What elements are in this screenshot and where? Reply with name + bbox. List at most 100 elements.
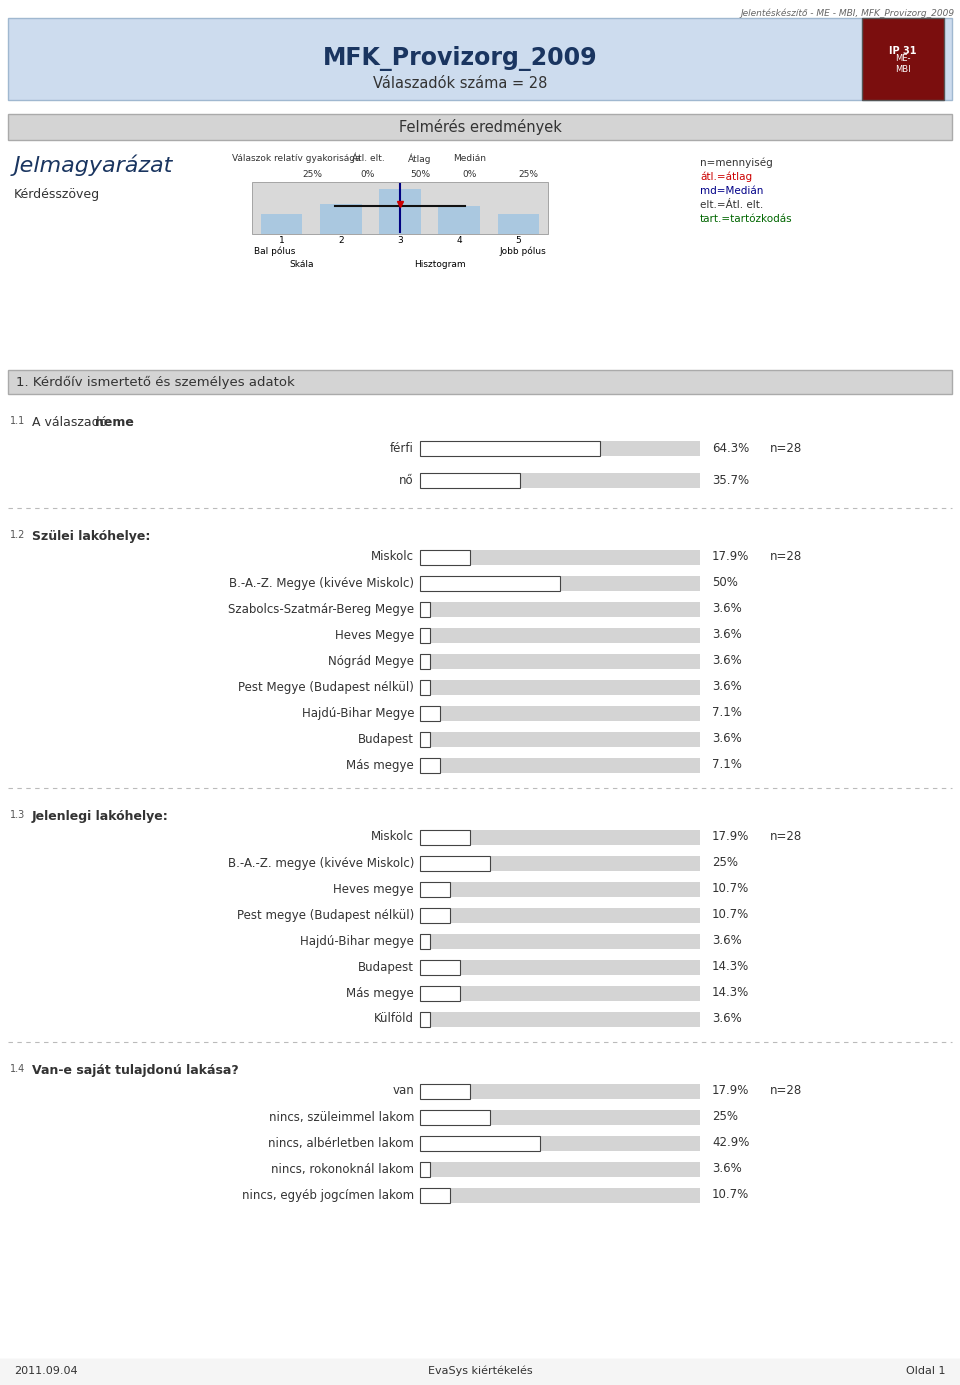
- Text: 0%: 0%: [463, 170, 477, 179]
- Text: IP 31: IP 31: [889, 46, 917, 55]
- Text: 25%: 25%: [712, 1111, 738, 1123]
- Bar: [439, 206, 480, 234]
- Bar: [0, 1359, 960, 1385]
- Text: 14.3%: 14.3%: [712, 986, 749, 1000]
- Bar: [420, 1136, 540, 1151]
- Text: 3.6%: 3.6%: [712, 602, 742, 615]
- Bar: [261, 215, 302, 234]
- Text: 10.7%: 10.7%: [712, 1188, 749, 1202]
- Bar: [420, 602, 430, 616]
- Bar: [420, 440, 700, 456]
- Bar: [420, 909, 450, 922]
- Text: 35.7%: 35.7%: [712, 474, 749, 486]
- Text: Budapest: Budapest: [358, 961, 414, 974]
- Bar: [420, 1136, 700, 1151]
- Text: 1.3: 1.3: [10, 810, 25, 820]
- Text: 3: 3: [397, 235, 403, 245]
- Text: 64.3%: 64.3%: [712, 442, 749, 454]
- Bar: [420, 627, 700, 643]
- Bar: [420, 758, 440, 773]
- Text: 42.9%: 42.9%: [712, 1137, 750, 1150]
- Text: Medián: Medián: [453, 154, 487, 163]
- Bar: [497, 215, 540, 234]
- Text: Bal pólus: Bal pólus: [254, 247, 296, 255]
- Bar: [420, 986, 460, 1001]
- Bar: [420, 680, 700, 695]
- Text: 3.6%: 3.6%: [712, 1162, 742, 1176]
- Bar: [8, 114, 952, 140]
- Text: 17.9%: 17.9%: [712, 550, 750, 564]
- Text: Pest megye (Budapest nélkül): Pest megye (Budapest nélkül): [237, 909, 414, 921]
- Text: 25%: 25%: [518, 170, 538, 179]
- Bar: [420, 882, 450, 897]
- Bar: [420, 986, 700, 1001]
- Text: Más megye: Más megye: [347, 986, 414, 1000]
- Text: 1. Kérdőív ismertető és személyes adatok: 1. Kérdőív ismertető és személyes adatok: [16, 375, 295, 389]
- Bar: [420, 627, 430, 643]
- Bar: [420, 576, 700, 591]
- Text: van: van: [393, 1084, 414, 1097]
- Bar: [420, 1109, 490, 1125]
- Text: 10.7%: 10.7%: [712, 909, 749, 921]
- Text: nincs, egyéb jogcímen lakom: nincs, egyéb jogcímen lakom: [242, 1188, 414, 1202]
- Text: Szabolcs-Szatmár-Bereg Megye: Szabolcs-Szatmár-Bereg Megye: [228, 602, 414, 615]
- Text: 3.6%: 3.6%: [712, 680, 742, 694]
- Text: B.-A.-Z. Megye (kivéve Miskolc): B.-A.-Z. Megye (kivéve Miskolc): [229, 576, 414, 590]
- Text: 17.9%: 17.9%: [712, 1084, 750, 1097]
- Text: elt.=Átl. elt.: elt.=Átl. elt.: [700, 199, 763, 211]
- Text: 7.1%: 7.1%: [712, 759, 742, 771]
- Text: Válaszok relatív gyakorisága: Válaszok relatív gyakorisága: [232, 154, 361, 163]
- Bar: [420, 960, 460, 975]
- Bar: [8, 18, 952, 100]
- Text: férfi: férfi: [390, 442, 414, 454]
- Text: Külföld: Külföld: [374, 1012, 414, 1025]
- Bar: [420, 654, 700, 669]
- Text: EvaSys kiértékelés: EvaSys kiértékelés: [428, 1366, 532, 1377]
- Bar: [420, 933, 430, 949]
- Text: átl.=átlag: átl.=átlag: [700, 172, 752, 183]
- Bar: [420, 474, 700, 488]
- Bar: [420, 1084, 700, 1100]
- Bar: [420, 680, 430, 695]
- Bar: [252, 181, 548, 234]
- Bar: [420, 1188, 700, 1204]
- Text: 10.7%: 10.7%: [712, 882, 749, 896]
- Bar: [420, 909, 700, 922]
- Text: nincs, albérletben lakom: nincs, albérletben lakom: [268, 1137, 414, 1150]
- Bar: [420, 602, 700, 616]
- Text: :: :: [128, 416, 132, 429]
- Bar: [420, 1188, 450, 1204]
- Text: 4: 4: [456, 235, 462, 245]
- Text: md=Medián: md=Medián: [700, 186, 763, 197]
- Text: 17.9%: 17.9%: [712, 831, 750, 843]
- Bar: [420, 1162, 700, 1177]
- Text: n=28: n=28: [770, 550, 803, 564]
- Bar: [420, 550, 700, 565]
- Text: 50%: 50%: [410, 170, 430, 179]
- Text: 2: 2: [338, 235, 344, 245]
- Text: Miskolc: Miskolc: [371, 550, 414, 564]
- Bar: [420, 733, 700, 747]
- Bar: [420, 856, 700, 871]
- Bar: [862, 18, 944, 100]
- Bar: [420, 1012, 430, 1028]
- Bar: [420, 1109, 700, 1125]
- Bar: [420, 1012, 700, 1028]
- Text: Válaszadók száma = 28: Válaszadók száma = 28: [372, 76, 547, 91]
- Text: 3.6%: 3.6%: [712, 935, 742, 947]
- Text: Jelenlegi lakóhelye:: Jelenlegi lakóhelye:: [32, 810, 169, 823]
- Text: A válaszadó: A válaszadó: [32, 416, 111, 429]
- Bar: [420, 830, 470, 845]
- Text: Felmérés eredmények: Felmérés eredmények: [398, 119, 562, 134]
- Text: 1: 1: [278, 235, 284, 245]
- Text: n=28: n=28: [770, 831, 803, 843]
- Bar: [420, 1162, 430, 1177]
- Bar: [420, 830, 700, 845]
- Text: 3.6%: 3.6%: [712, 655, 742, 668]
- Text: Átlag: Átlag: [408, 154, 432, 165]
- Bar: [420, 733, 430, 747]
- Text: 0%: 0%: [361, 170, 375, 179]
- Text: Kérdésszöveg: Kérdésszöveg: [14, 188, 100, 201]
- Text: 3.6%: 3.6%: [712, 629, 742, 641]
- Bar: [420, 440, 600, 456]
